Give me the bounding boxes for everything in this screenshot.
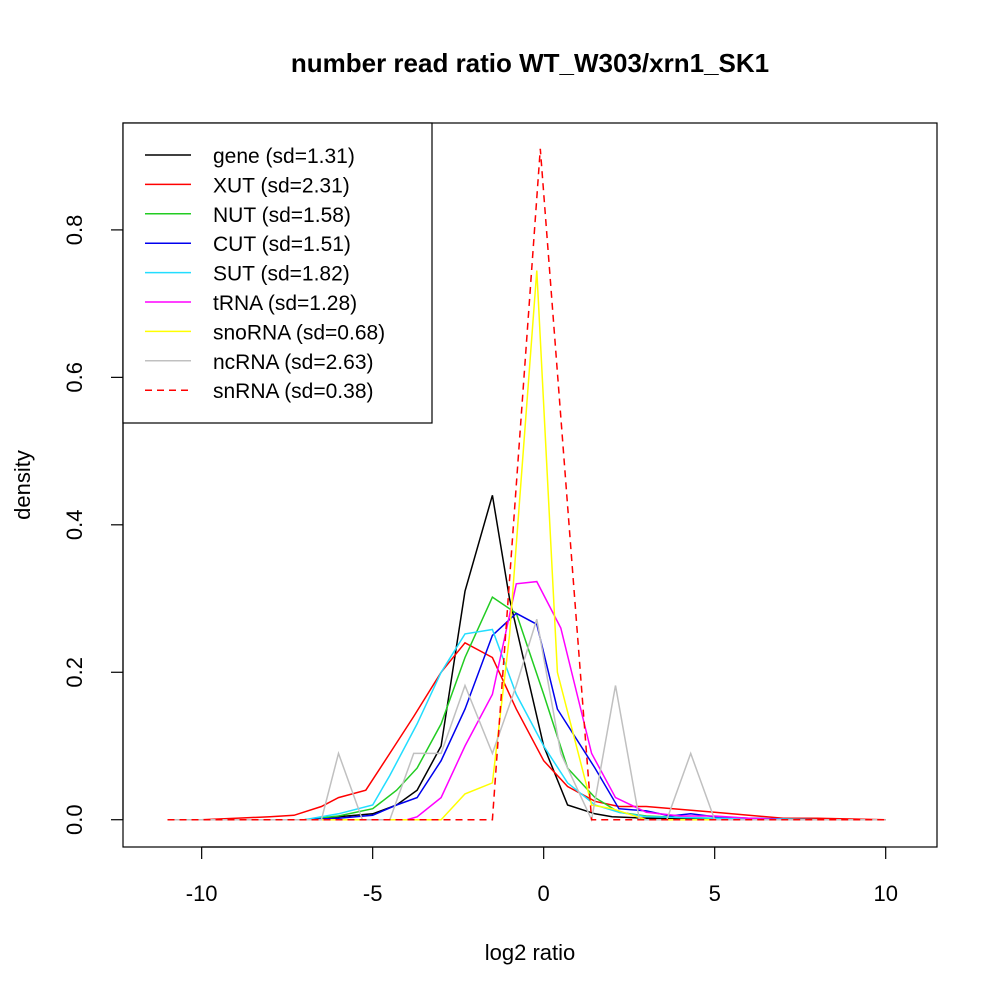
x-tick-label-4: 10 <box>873 881 897 906</box>
y-tick-label-2: 0.4 <box>62 510 87 541</box>
y-tick-label-4: 0.8 <box>62 215 87 246</box>
x-axis: -10 -5 0 5 10 <box>186 846 898 906</box>
series-line-8 <box>167 148 886 821</box>
x-axis-label: log2 ratio <box>485 940 576 965</box>
legend-label-8: snRNA (sd=0.38) <box>213 380 374 403</box>
y-axis-label: density <box>10 450 35 520</box>
legend-label-3: CUT (sd=1.51) <box>213 233 351 256</box>
legend-label-2: NUT (sd=1.58) <box>213 204 351 227</box>
chart-title: number read ratio WT_W303/xrn1_SK1 <box>291 48 769 78</box>
legend-label-1: XUT (sd=2.31) <box>213 174 350 197</box>
legend-label-4: SUT (sd=1.82) <box>213 263 350 286</box>
legend-label-5: tRNA (sd=1.28) <box>213 292 357 315</box>
legend-label-7: ncRNA (sd=2.63) <box>213 351 374 374</box>
x-tick-label-2: 0 <box>538 881 550 906</box>
legend-label-6: snoRNA (sd=0.68) <box>213 321 385 344</box>
legend: gene (sd=1.31) XUT (sd=2.31) NUT (sd=1.58)… <box>122 122 433 424</box>
y-tick-label-1: 0.2 <box>62 657 87 688</box>
y-tick-label-0: 0.0 <box>62 804 87 835</box>
x-tick-label-3: 5 <box>709 881 721 906</box>
x-tick-label-1: -5 <box>363 881 383 906</box>
y-tick-label-3: 0.6 <box>62 362 87 393</box>
legend-label-0: gene (sd=1.31) <box>213 145 355 168</box>
x-tick-label-0: -10 <box>186 881 218 906</box>
series-layer <box>167 148 886 823</box>
